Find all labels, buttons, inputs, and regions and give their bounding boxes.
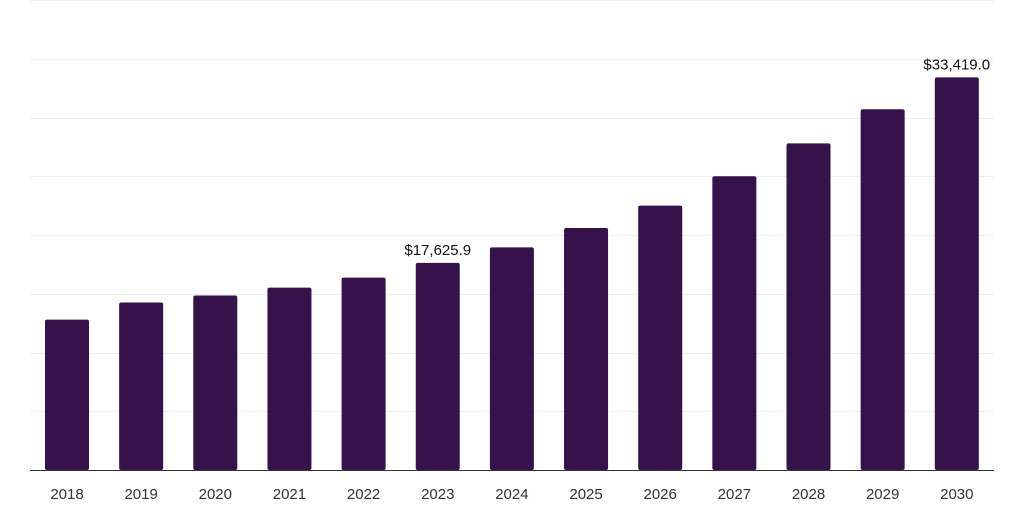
x-tick-label-2024: 2024 [495,486,528,503]
x-tick-label-2027: 2027 [718,486,751,503]
bar-2026[interactable] [638,205,683,471]
bar-2022[interactable] [341,277,386,470]
x-tick-label-2026: 2026 [644,486,677,503]
bar-2019[interactable] [119,302,164,470]
bar-2029[interactable] [860,109,905,470]
x-axis: 2018 2019 2020 2021 2022 2023 2024 2025 2026 2027… [30,470,994,503]
x-tick-label-2029: 2029 [866,486,899,503]
x-tick-label-2023: 2023 [421,486,454,503]
bar-2024[interactable] [489,247,534,470]
data-label-2030: $33,419.0 [923,56,990,73]
x-tick-label-2018: 2018 [50,486,83,503]
x-tick-label-2020: 2020 [199,486,232,503]
x-tick-label-2019: 2019 [124,486,157,503]
x-tick-label-2021: 2021 [273,486,306,503]
data-label-2023: $17,625.9 [404,242,471,259]
x-tick-label-2022: 2022 [347,486,380,503]
bar-2028[interactable] [786,143,831,470]
bar-2025[interactable] [564,227,609,470]
data-labels: $17,625.9 $33,419.0 [404,56,990,259]
x-tick-label-2028: 2028 [792,486,825,503]
bars [45,77,979,471]
x-tick-label-2025: 2025 [569,486,602,503]
bar-2030[interactable] [934,77,979,470]
bar-2023[interactable] [415,262,460,470]
x-tick-label-2030: 2030 [940,486,973,503]
bar-2021[interactable] [267,287,312,470]
bar-2027[interactable] [712,176,757,470]
bar-2020[interactable] [193,295,238,470]
bar-2018[interactable] [45,319,89,470]
